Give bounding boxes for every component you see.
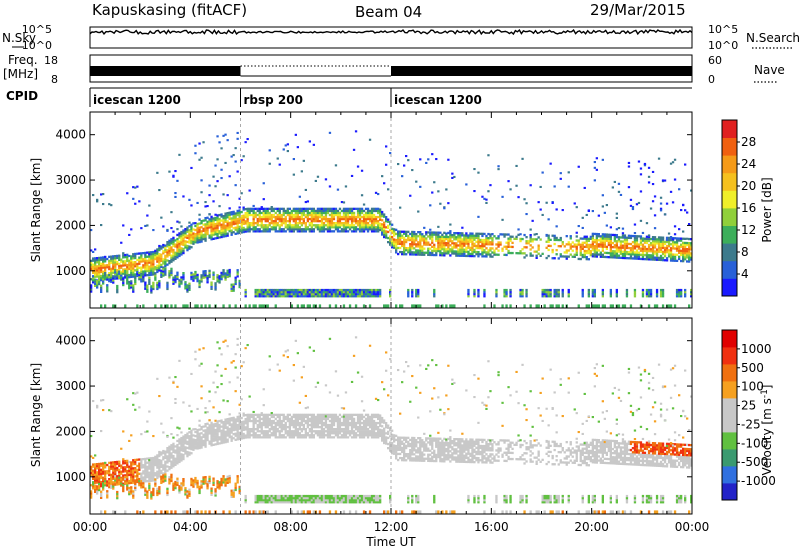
cpid-segment-label: icescan 1200 [93, 93, 181, 107]
velocity-colorbar-label-close: ] [760, 385, 774, 390]
frequency-label: Freq. [8, 53, 38, 67]
x-tick-label: 20:00 [574, 520, 609, 534]
y-tick-label: 2000 [55, 424, 86, 438]
x-tick-label: 00:00 [73, 520, 108, 534]
noise-right-tick-top: 10^5 [708, 23, 738, 36]
noise-left-tick-bottom: 10^0 [22, 39, 52, 52]
velocity-x-ticks: 00:00 04:00 08:00 12:00 16:00 20:00 00:00 [73, 318, 710, 534]
velocity-y-axis-label: Slant Range [km] [29, 363, 43, 467]
cpid-segment-label: icescan 1200 [394, 93, 482, 107]
velocity-colorbar-label: Velocity [m s-1] [760, 385, 774, 476]
colorbar-tick-label: 100 [741, 380, 764, 394]
colorbar-tick-label: 25 [741, 399, 756, 413]
colorbar-tick-label: -100 [741, 436, 768, 450]
noise-sky-trace [89, 28, 693, 36]
velocity-cells [90, 318, 693, 514]
y-tick-label: 2000 [55, 218, 86, 232]
x-tick-label: 00:00 [675, 520, 710, 534]
frequency-tick-top: 18 [44, 54, 58, 67]
beam-label: Beam 04 [355, 3, 422, 21]
velocity-colorbar-label-text: Velocity [m s [760, 398, 774, 475]
frequency-panel: Freq. [MHz] 18 8 60 0 Nave [3, 53, 785, 86]
y-tick-label: 1000 [55, 470, 86, 484]
power-y-axis-label: Slant Range [km] [29, 158, 43, 262]
frequency-tick-bottom: 8 [51, 73, 58, 86]
noise-right-tick-bottom: 10^0 [708, 39, 738, 52]
power-colorbar-label: Power [dB] [760, 177, 774, 242]
nave-tick-bottom: 0 [708, 73, 715, 86]
x-tick-label: 08:00 [273, 520, 308, 534]
power-panel: 1000 2000 3000 4000 Slant Range [km] 4 8 12 16… [29, 111, 774, 309]
station-title: Kapuskasing (fitACF) [92, 1, 247, 19]
velocity-colorbar: -1000 -500 -100 -25 25 100 500 1000 [721, 329, 776, 501]
colorbar-tick-label: 24 [741, 157, 756, 171]
nave-tick-top: 60 [708, 54, 722, 67]
frequency-trace [90, 65, 692, 77]
cpid-label: CPID [6, 89, 38, 103]
y-tick-label: 4000 [55, 128, 86, 142]
x-tick-label: 04:00 [173, 520, 208, 534]
colorbar-tick-label: 8 [741, 245, 749, 259]
colorbar-tick-label: 28 [741, 135, 756, 149]
colorbar-tick-label: -500 [741, 455, 768, 469]
power-y-ticks: 1000 2000 3000 4000 [55, 128, 692, 278]
cpid-segment-label: rbsp 200 [244, 93, 303, 107]
colorbar-tick-label: 20 [741, 179, 756, 193]
noise-search-label: N.Search [746, 31, 800, 45]
velocity-panel: 1000 2000 3000 4000 00:00 04:00 08:00 12:00 16:… [29, 317, 776, 549]
colorbar-tick-label: 12 [741, 223, 756, 237]
y-tick-label: 4000 [55, 334, 86, 348]
velocity-colorbar-exponent: -1 [760, 389, 770, 398]
y-tick-label: 3000 [55, 379, 86, 393]
power-x-ticks [89, 112, 693, 308]
noise-panel: N.Sky 10^5 10^0 10^5 10^0 N.Search [2, 23, 800, 52]
cpid-panel: CPID icescan 1200 rbsp 200 icescan 1200 [6, 87, 692, 107]
nave-label: Nave [754, 63, 785, 77]
y-tick-label: 3000 [55, 173, 86, 187]
cpid-segments: icescan 1200 rbsp 200 icescan 1200 [89, 88, 482, 107]
noise-sky-label: N.Sky [2, 31, 36, 45]
colorbar-tick-label: -1000 [741, 474, 776, 488]
power-cells [90, 112, 693, 308]
power-colorbar: 4 8 12 16 20 24 28 [721, 119, 756, 297]
colorbar-tick-label: 500 [741, 361, 764, 375]
date-label: 29/Mar/2015 [590, 1, 686, 19]
colorbar-tick-label: 1000 [741, 342, 772, 356]
colorbar-tick-label: 16 [741, 201, 756, 215]
x-tick-label: 16:00 [474, 520, 509, 534]
y-tick-label: 1000 [55, 264, 86, 278]
x-tick-label: 12:00 [374, 520, 409, 534]
colorbar-tick-label: -25 [741, 417, 761, 431]
colorbar-tick-label: 4 [741, 267, 749, 281]
noise-left-tick-top: 10^5 [22, 23, 52, 36]
time-axis-label: Time UT [365, 535, 416, 549]
velocity-y-ticks: 1000 2000 3000 4000 [55, 334, 692, 484]
frequency-unit-label: [MHz] [3, 67, 38, 81]
